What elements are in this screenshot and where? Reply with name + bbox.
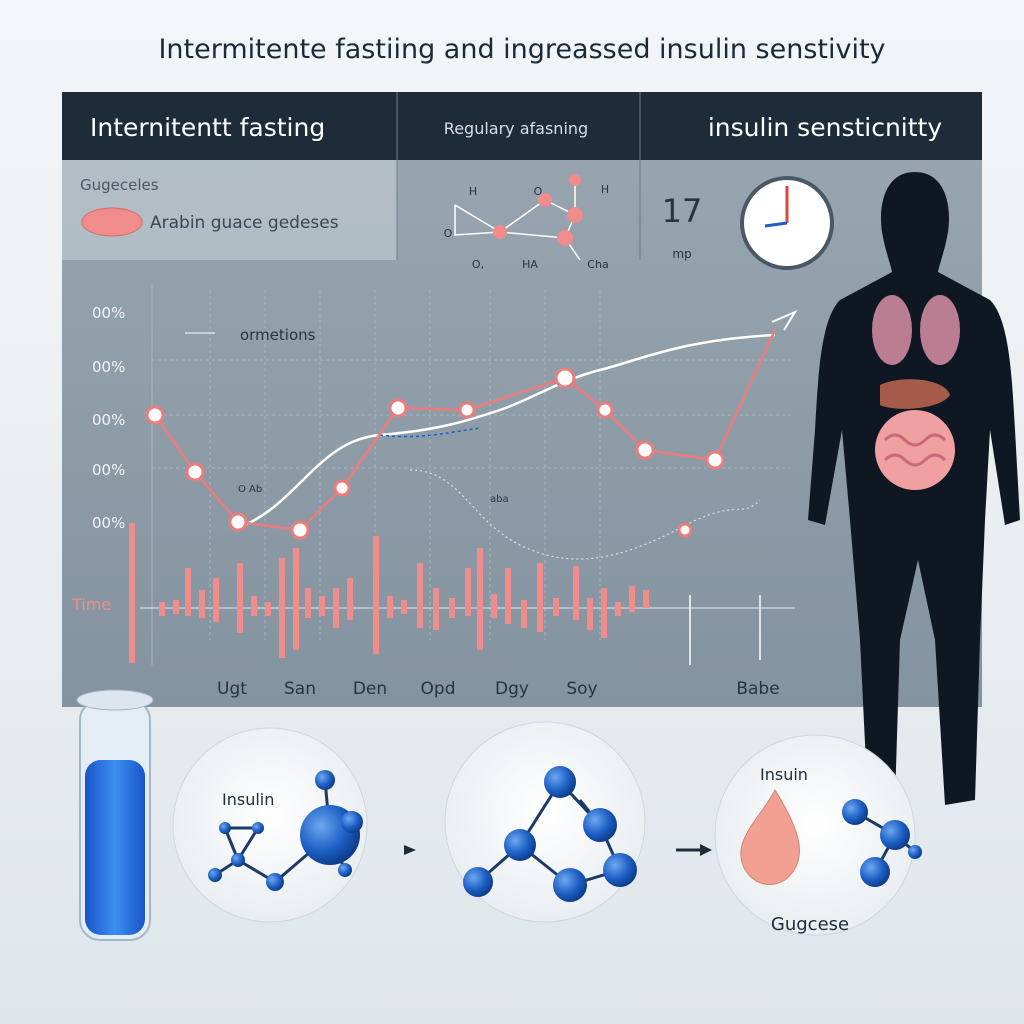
y-label: 00% bbox=[92, 304, 125, 322]
white-curve bbox=[244, 333, 776, 527]
insulin-label: Insuin bbox=[760, 765, 808, 784]
y-label: 00% bbox=[92, 411, 125, 429]
molecule-label: H bbox=[469, 185, 477, 198]
header-right: insulin sensticnitty bbox=[708, 113, 943, 142]
molecule-label: HA bbox=[522, 258, 538, 271]
x-label: Den bbox=[353, 679, 387, 699]
small-note: O Ab bbox=[238, 484, 262, 495]
time-label: Time bbox=[71, 595, 111, 614]
y-label: 00% bbox=[92, 514, 125, 532]
test-tube bbox=[76, 689, 154, 941]
legend-label: Arabin guace gedeses bbox=[150, 213, 339, 233]
x-label: Ugt bbox=[217, 679, 247, 699]
x-label: Dgy bbox=[495, 679, 529, 699]
human-figure bbox=[808, 172, 1020, 805]
clock bbox=[740, 176, 834, 270]
x-label: Soy bbox=[566, 679, 597, 699]
arrow-head bbox=[771, 309, 798, 331]
arrow bbox=[700, 844, 712, 856]
title: Intermitente fastiing and ingreassed ins… bbox=[158, 34, 885, 65]
header-bar bbox=[62, 92, 982, 160]
molecule-label: O bbox=[444, 227, 453, 240]
legend-swatch bbox=[81, 207, 143, 237]
molecule-atoms bbox=[208, 766, 922, 902]
header-left: Internitentt fasting bbox=[90, 113, 325, 142]
clock-unit: mp bbox=[672, 247, 691, 261]
glucose-label: Gugcese bbox=[771, 914, 849, 935]
molecule-atoms bbox=[493, 174, 583, 246]
molecule-label: Cha bbox=[587, 258, 608, 271]
axis-ticks bbox=[689, 595, 761, 665]
legend-heading: Gugeceles bbox=[80, 176, 159, 194]
curve-points bbox=[145, 367, 725, 540]
small-note: aba bbox=[490, 494, 509, 505]
bars bbox=[129, 523, 649, 663]
y-label: 00% bbox=[92, 461, 125, 479]
molecule-label: H bbox=[601, 183, 609, 196]
clock-number: 17 bbox=[662, 192, 703, 230]
arrow bbox=[404, 845, 416, 855]
x-label: Opd bbox=[421, 679, 456, 699]
circle-panel bbox=[714, 734, 916, 936]
x-label: San bbox=[284, 679, 316, 699]
circle-panel bbox=[444, 721, 646, 923]
annotation: ormetions bbox=[240, 326, 316, 344]
molecule-label: O bbox=[534, 185, 543, 198]
molecule-bonds bbox=[454, 180, 581, 261]
y-label: 00% bbox=[92, 358, 125, 376]
dashed-curve bbox=[379, 427, 481, 438]
molecule-label: O, bbox=[472, 258, 484, 271]
insulin-label: Insulin bbox=[222, 790, 274, 809]
red-curve bbox=[153, 329, 777, 532]
header-middle: Regulary afasning bbox=[444, 119, 588, 138]
x-label: Babe bbox=[736, 679, 779, 699]
glucose-drop bbox=[740, 788, 800, 886]
